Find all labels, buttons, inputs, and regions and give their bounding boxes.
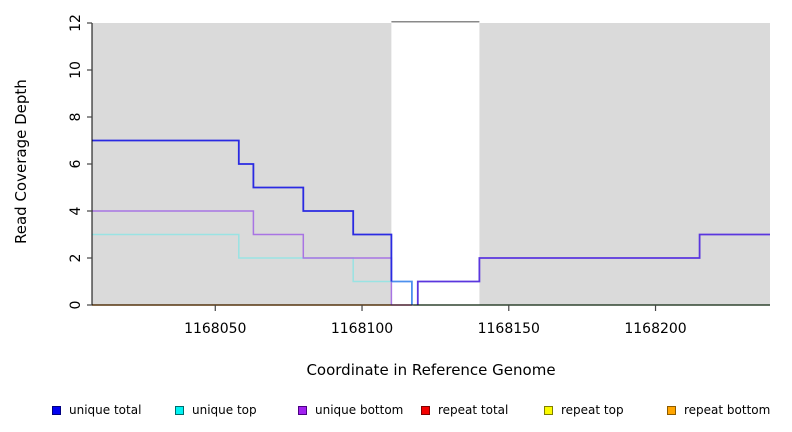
legend-item-unique-total: unique total	[52, 403, 175, 417]
legend-label: repeat total	[438, 403, 509, 417]
x-tick-label: 1168100	[331, 321, 393, 337]
legend-swatch-icon	[52, 405, 61, 415]
unique-top-line	[92, 233, 392, 283]
legend: unique total unique top unique bottom repea…	[52, 400, 792, 420]
unique-total-line	[92, 139, 393, 282]
y-tick-label: 2	[68, 254, 84, 263]
y-tick-label: 6	[68, 159, 84, 168]
legend-swatch-icon	[667, 405, 676, 415]
legend-swatch-icon	[175, 405, 184, 415]
legend-swatch-icon	[298, 405, 307, 415]
y-tick-label: 0	[68, 301, 84, 310]
x-axis-title: Coordinate in Reference Genome	[306, 361, 556, 379]
y-tick-label: 10	[68, 61, 84, 79]
legend-label: repeat top	[561, 403, 624, 417]
legend-swatch-icon	[421, 405, 430, 415]
shaded-region-1	[479, 23, 770, 305]
total-notch-light-blue	[391, 280, 413, 305]
legend-label: unique top	[192, 403, 257, 417]
legend-label: unique bottom	[315, 403, 404, 417]
x-tick-label: 1168050	[184, 321, 246, 337]
y-tick-label: 12	[68, 14, 84, 32]
y-tick-label: 4	[68, 206, 84, 215]
total-bottom-overlap-line	[416, 233, 770, 305]
legend-item-unique-bottom: unique bottom	[298, 403, 421, 417]
legend-swatch-icon	[544, 405, 553, 415]
y-tick-label: 8	[68, 113, 84, 122]
legend-item-unique-top: unique top	[175, 403, 298, 417]
legend-item-repeat-total: repeat total	[421, 403, 544, 417]
x-tick-label: 1168150	[478, 321, 540, 337]
legend-label: unique total	[69, 403, 142, 417]
y-axis-title: Read Coverage Depth	[12, 79, 30, 244]
legend-item-repeat-top: repeat top	[544, 403, 667, 417]
legend-label: repeat bottom	[684, 403, 771, 417]
legend-item-repeat-bottom: repeat bottom	[667, 403, 790, 417]
x-tick-label: 1168200	[624, 321, 686, 337]
